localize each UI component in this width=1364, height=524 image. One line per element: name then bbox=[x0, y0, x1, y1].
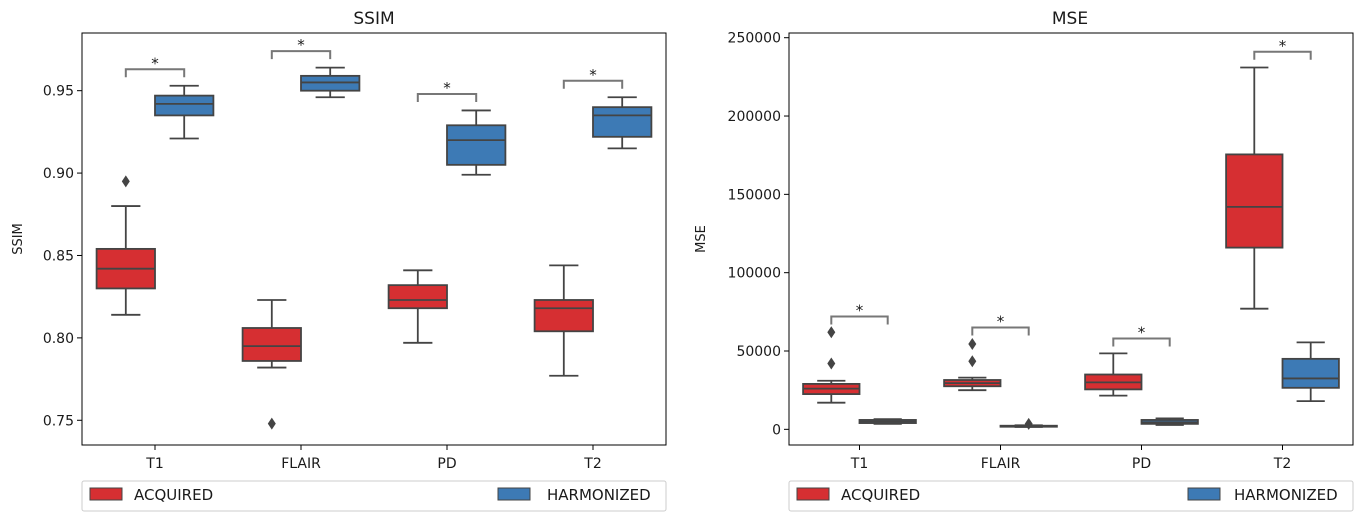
ssim-panel: SSIM SSIM 0.75 0.80 0.85 0.90 0.95 T1 FLAIR PD T… bbox=[11, 9, 667, 472]
box-harmonized bbox=[858, 418, 917, 425]
box-harmonized bbox=[154, 84, 215, 140]
box-acquired bbox=[1225, 66, 1284, 310]
outlier-marker bbox=[968, 337, 977, 350]
y-tick-label: 0.85 bbox=[43, 248, 74, 264]
box-acquired bbox=[387, 269, 448, 344]
plot-frame bbox=[81, 32, 667, 446]
box-harmonized bbox=[1140, 417, 1199, 426]
legend-swatch-acquired bbox=[89, 487, 123, 501]
box-acquired bbox=[95, 175, 156, 316]
y-tick-label: 250000 bbox=[728, 31, 781, 47]
box-body bbox=[1225, 153, 1284, 249]
x-tick-label: T1 bbox=[850, 456, 868, 472]
mse-panel: MSE MSE 0 50000 100000 150000 200000 250000 T1… bbox=[694, 9, 1354, 472]
significance-bracket bbox=[1253, 50, 1312, 60]
box-body bbox=[1281, 357, 1340, 389]
box-body bbox=[592, 106, 653, 138]
box-harmonized bbox=[1281, 341, 1340, 403]
x-tick-label: T2 bbox=[583, 456, 601, 472]
chart-title: MSE bbox=[1052, 9, 1088, 29]
outlier-marker bbox=[121, 175, 130, 188]
box-body bbox=[387, 284, 448, 310]
x-tick-label: FLAIR bbox=[281, 456, 321, 472]
y-axis-label: MSE bbox=[694, 225, 709, 253]
y-tick-label: 100000 bbox=[728, 266, 781, 282]
significance-star: * bbox=[443, 79, 451, 97]
legend: ACQUIRED HARMONIZED bbox=[788, 480, 1354, 512]
box-acquired bbox=[241, 299, 302, 430]
significance-bracket bbox=[124, 68, 186, 78]
x-tick-label: T1 bbox=[145, 456, 163, 472]
box-body bbox=[533, 299, 594, 333]
significance-star: * bbox=[1138, 323, 1146, 341]
box-acquired bbox=[1084, 352, 1143, 397]
legend-label-harmonized: HARMONIZED bbox=[1234, 486, 1338, 504]
box-acquired bbox=[943, 337, 1002, 392]
y-tick-label: 0.80 bbox=[43, 331, 74, 347]
x-tick-label: FLAIR bbox=[981, 456, 1021, 472]
outlier-marker bbox=[968, 355, 977, 368]
significance-star: * bbox=[856, 302, 864, 320]
legend-label-harmonized: HARMONIZED bbox=[547, 486, 651, 504]
box-harmonized bbox=[446, 109, 507, 176]
box-body bbox=[446, 124, 507, 166]
significance-bracket bbox=[830, 315, 889, 325]
legend-label-acquired: ACQUIRED bbox=[134, 486, 213, 504]
legend-label-acquired: ACQUIRED bbox=[841, 486, 920, 504]
x-tick-label: PD bbox=[1132, 456, 1151, 472]
significance-bracket bbox=[971, 326, 1030, 336]
legend-swatch-harmonized bbox=[497, 487, 531, 501]
y-tick-label: 0.90 bbox=[43, 166, 74, 182]
y-axis-label: SSIM bbox=[11, 223, 26, 255]
y-tick-label: 200000 bbox=[728, 109, 781, 125]
significance-bracket bbox=[270, 50, 332, 60]
significance-bracket bbox=[1112, 337, 1171, 347]
box-harmonized bbox=[300, 66, 361, 99]
significance-star: * bbox=[151, 54, 159, 72]
legend-swatch-harmonized bbox=[1187, 487, 1221, 501]
y-tick-label: 0.95 bbox=[43, 84, 74, 100]
box-body bbox=[241, 327, 302, 362]
y-tick-label: 0 bbox=[772, 422, 781, 438]
box-harmonized bbox=[999, 417, 1058, 430]
outlier-marker bbox=[267, 417, 276, 430]
x-tick-label: T2 bbox=[1273, 456, 1291, 472]
x-tick-label: PD bbox=[437, 456, 456, 472]
significance-star: * bbox=[589, 66, 597, 84]
legend: ACQUIRED HARMONIZED bbox=[81, 480, 667, 512]
significance-star: * bbox=[997, 313, 1005, 331]
chart-title: SSIM bbox=[353, 9, 394, 29]
outlier-marker bbox=[1024, 417, 1033, 430]
y-tick-label: 0.75 bbox=[43, 413, 74, 429]
outlier-marker bbox=[827, 326, 836, 339]
box-acquired bbox=[533, 264, 594, 377]
significance-bracket bbox=[562, 79, 624, 89]
plot-frame bbox=[788, 32, 1354, 446]
y-tick-label: 150000 bbox=[728, 187, 781, 203]
outlier-marker bbox=[827, 357, 836, 370]
significance-star: * bbox=[1279, 37, 1287, 55]
significance-star: * bbox=[297, 36, 305, 54]
legend-swatch-acquired bbox=[796, 487, 830, 501]
box-harmonized bbox=[592, 96, 653, 150]
y-tick-label: 50000 bbox=[736, 344, 781, 360]
box-acquired bbox=[802, 326, 861, 404]
box-body bbox=[154, 94, 215, 117]
significance-bracket bbox=[416, 92, 478, 102]
